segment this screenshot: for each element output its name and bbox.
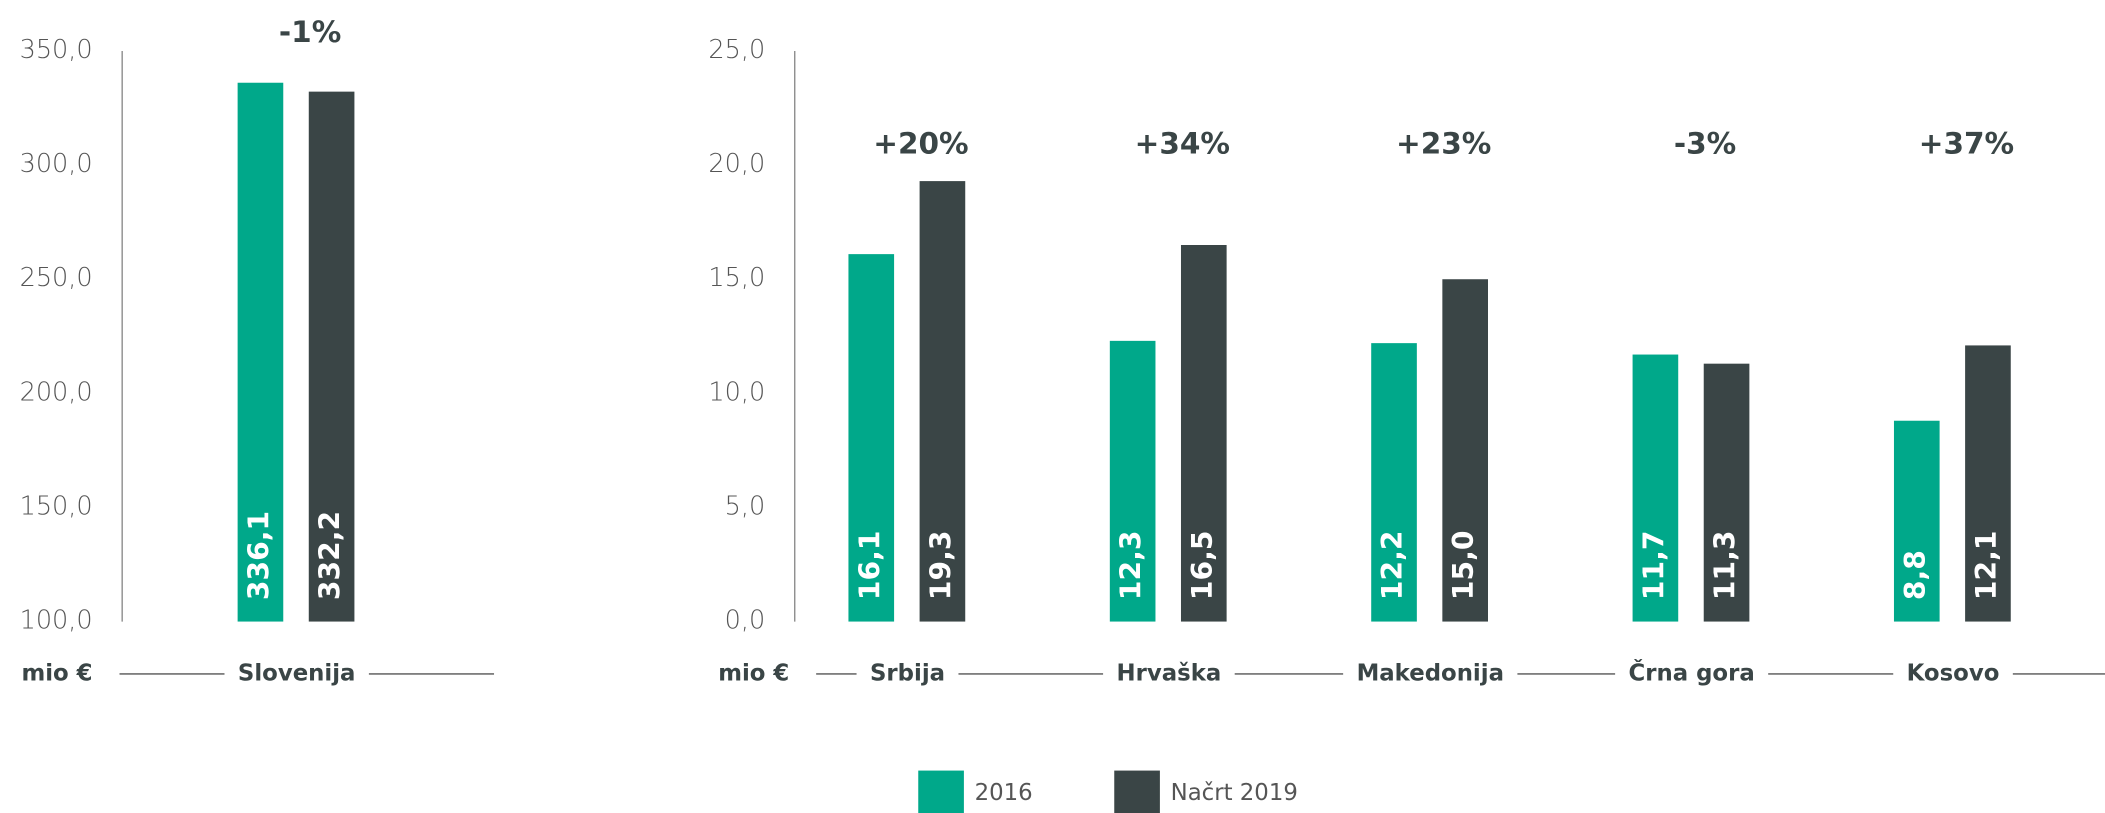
bar bbox=[1965, 345, 2011, 622]
x-tick-label: Srbija bbox=[870, 660, 945, 686]
y-tick-label: 5,0 bbox=[725, 491, 766, 521]
x-tick-label: Slovenija bbox=[238, 660, 356, 686]
annotation: +34% bbox=[1135, 126, 1230, 160]
x-tick-label: Kosovo bbox=[1907, 660, 2000, 686]
label-background bbox=[224, 669, 369, 678]
bar bbox=[919, 181, 966, 622]
category-label-group: Makedonija bbox=[1343, 660, 1518, 686]
value-label: 12,2 bbox=[1376, 531, 1409, 601]
value-label: 15,0 bbox=[1447, 531, 1480, 601]
category-label-group: Hrvaška bbox=[1103, 660, 1235, 686]
label-background bbox=[1103, 669, 1235, 678]
category-label-group: Kosovo bbox=[1893, 660, 2013, 686]
legend-label: 2016 bbox=[975, 780, 1033, 806]
annotation: -3% bbox=[1674, 126, 1736, 160]
bar bbox=[848, 254, 895, 622]
bar bbox=[1442, 279, 1488, 622]
bar bbox=[1371, 343, 1417, 622]
x-tick-label: Hrvaška bbox=[1117, 660, 1222, 686]
category-label-group: Srbija bbox=[856, 660, 959, 686]
annotation: +20% bbox=[873, 126, 968, 160]
bar bbox=[1180, 245, 1227, 622]
y-tick-label: 20,0 bbox=[708, 149, 765, 179]
annotation: +23% bbox=[1396, 126, 1491, 160]
value-label: 19,3 bbox=[924, 531, 957, 601]
value-label: 332,2 bbox=[314, 511, 347, 600]
category-label-group: Črna gora bbox=[1615, 658, 1769, 686]
bar bbox=[1703, 363, 1750, 622]
legend-swatch bbox=[918, 770, 964, 813]
bar bbox=[308, 91, 355, 622]
value-label: 12,1 bbox=[1970, 531, 2003, 601]
y-axis-label: mio € bbox=[718, 660, 789, 686]
legend-label: Načrt 2019 bbox=[1171, 780, 1298, 806]
value-label: 11,7 bbox=[1637, 531, 1670, 601]
bar bbox=[1109, 340, 1156, 622]
y-tick-label: 15,0 bbox=[708, 263, 765, 293]
y-tick-label: 25,0 bbox=[708, 35, 765, 65]
bar bbox=[1893, 420, 1940, 622]
value-label: 8,8 bbox=[1899, 550, 1932, 600]
label-background bbox=[18, 669, 120, 678]
label-background bbox=[715, 669, 817, 678]
y-tick-label: 250,0 bbox=[20, 263, 93, 293]
y-tick-label: 350,0 bbox=[20, 35, 93, 65]
y-tick-label: 300,0 bbox=[20, 149, 93, 179]
legend-swatch bbox=[1114, 770, 1160, 813]
y-tick-label: 100,0 bbox=[20, 606, 93, 636]
annotation: -1% bbox=[279, 15, 341, 49]
label-background bbox=[1893, 669, 2013, 678]
x-tick-label: Črna gora bbox=[1629, 658, 1755, 686]
label-background bbox=[856, 669, 959, 678]
x-tick-label: Makedonija bbox=[1357, 660, 1504, 686]
value-label: 336,1 bbox=[242, 511, 275, 600]
y-tick-label: 10,0 bbox=[708, 377, 765, 407]
annotation: +37% bbox=[1919, 126, 2014, 160]
y-axis-label: mio € bbox=[21, 660, 92, 686]
bar bbox=[237, 82, 284, 622]
y-tick-label: 0,0 bbox=[725, 606, 766, 636]
value-label: 11,3 bbox=[1709, 531, 1742, 601]
value-label: 16,5 bbox=[1186, 531, 1219, 601]
value-label: 12,3 bbox=[1115, 531, 1148, 601]
y-tick-label: 150,0 bbox=[20, 491, 93, 521]
category-label-group: Slovenija bbox=[224, 660, 369, 686]
y-tick-label: 200,0 bbox=[20, 377, 93, 407]
label-background bbox=[1343, 669, 1518, 678]
bar bbox=[1632, 354, 1679, 622]
value-label: 16,1 bbox=[853, 531, 886, 601]
label-background bbox=[1615, 669, 1769, 678]
